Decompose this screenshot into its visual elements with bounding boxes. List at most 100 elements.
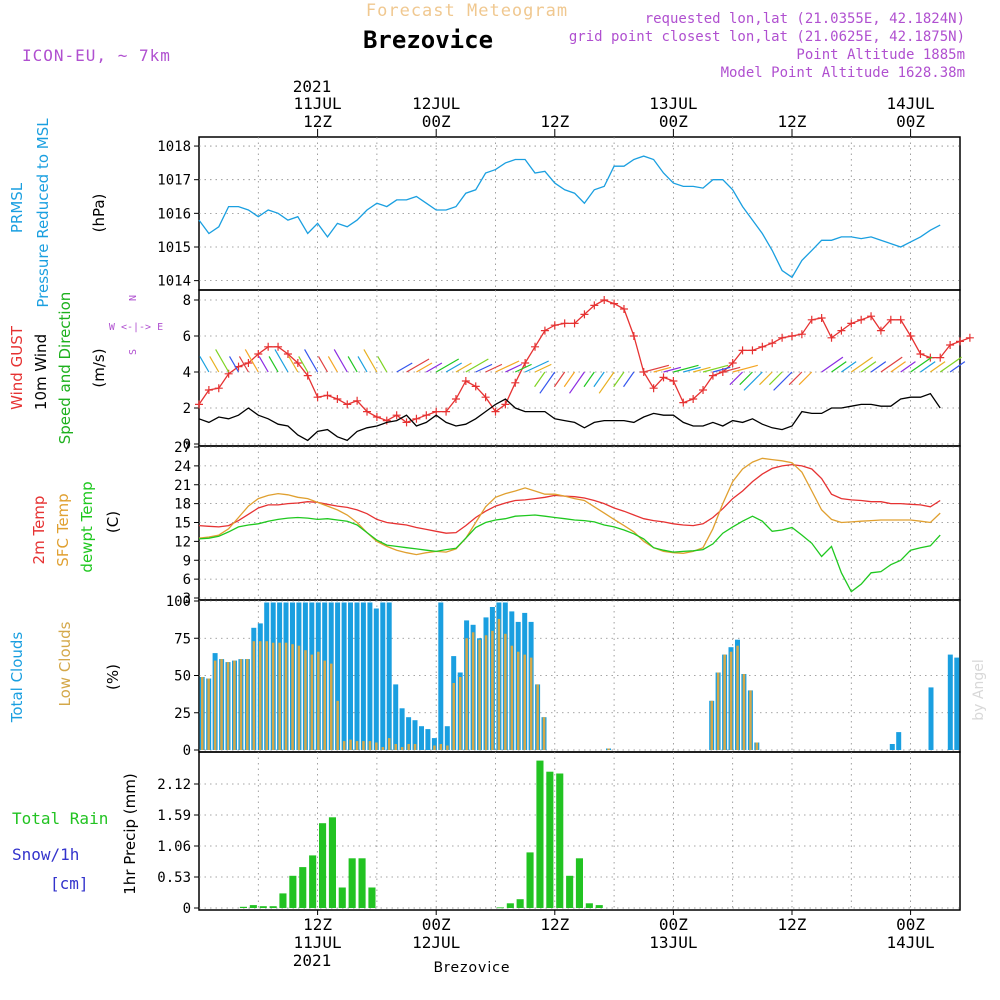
- y-tick-label: 0: [183, 743, 191, 759]
- sfc-label: SFC Temp: [54, 493, 72, 566]
- wind-arrow: [304, 349, 319, 373]
- y-tick-label: 0.53: [157, 870, 191, 886]
- wind-arrow: [377, 356, 388, 373]
- bar-low-clouds: [459, 677, 462, 750]
- prmsl-long-label: Pressure Reduced to MSL: [34, 118, 52, 308]
- bar-total-rain: [368, 887, 376, 908]
- bar-total-clouds: [419, 726, 424, 750]
- gust-marker: [787, 332, 796, 340]
- gust-marker: [965, 333, 974, 342]
- wind-arrow: [524, 360, 549, 373]
- gust-marker: [531, 342, 540, 351]
- gust-marker: [817, 314, 826, 322]
- gust-marker: [916, 350, 925, 358]
- y-tick-label: 4: [183, 365, 191, 381]
- gust-marker: [353, 396, 362, 405]
- gust-marker: [946, 341, 955, 349]
- bar-low-clouds: [226, 662, 230, 750]
- bar-total-rain: [556, 773, 564, 908]
- bar-low-clouds: [471, 632, 475, 750]
- gust-marker: [422, 411, 431, 420]
- bar-total-clouds: [348, 602, 353, 750]
- gust-marker: [204, 386, 213, 394]
- gust-marker: [214, 384, 223, 393]
- wind-arrow: [465, 358, 489, 373]
- bar-low-clouds: [246, 659, 249, 750]
- top-axis-day: 12JUL: [412, 94, 460, 113]
- gust-marker: [303, 371, 312, 380]
- bar-total-clouds: [367, 602, 373, 750]
- bar-total-clouds: [928, 687, 934, 750]
- model-label: ICON-EU, ~ 7km: [22, 46, 171, 65]
- wind-arrow: [563, 371, 576, 388]
- bar-total-clouds: [354, 602, 360, 750]
- bar-low-clouds: [607, 748, 610, 750]
- gust-marker: [313, 393, 322, 402]
- compass-rose: W <-|-> E N S: [109, 295, 163, 355]
- gust-marker: [610, 299, 619, 308]
- bar-total-rain: [319, 823, 327, 908]
- bar-low-clouds: [400, 747, 404, 750]
- gust-marker: [837, 326, 846, 335]
- bar-low-clouds: [446, 745, 449, 750]
- gust-marker: [847, 319, 856, 328]
- wind-arrow: [406, 358, 430, 373]
- bar-low-clouds: [523, 654, 526, 750]
- wind-arrow: [930, 361, 946, 373]
- y-tick-label: 15: [174, 516, 191, 532]
- wind-arrow: [426, 362, 443, 373]
- gust-marker: [451, 395, 460, 403]
- bar-total-clouds: [425, 729, 431, 750]
- gust-marker: [699, 386, 708, 394]
- wind-arrow: [613, 371, 625, 388]
- bar-total-rain: [348, 858, 356, 908]
- location-title: Brezovice: [363, 26, 493, 54]
- wind-arrow: [258, 356, 269, 373]
- bar-total-clouds: [954, 657, 960, 750]
- y-tick-label: 1015: [157, 240, 191, 256]
- gust-marker: [471, 382, 480, 391]
- gust-marker: [906, 332, 915, 340]
- y-tick-label: 6: [183, 329, 191, 345]
- bar-total-rain: [338, 887, 346, 908]
- bar-total-rain: [595, 905, 603, 908]
- gust-marker: [491, 407, 500, 416]
- bar-low-clouds: [510, 645, 514, 750]
- gust-marker: [956, 337, 964, 346]
- y-tick-label: 18: [174, 497, 191, 513]
- bar-low-clouds: [542, 717, 546, 750]
- wind10-label: 10m Wind: [32, 334, 50, 410]
- bar-low-clouds: [233, 660, 236, 750]
- wind-arrow: [495, 360, 520, 373]
- bottom-axis-hour: 00Z: [896, 915, 925, 934]
- bar-low-clouds: [497, 618, 501, 750]
- top-axis-year: 2021: [293, 77, 332, 96]
- gust-marker: [600, 296, 609, 304]
- y-tick-label: 1.06: [157, 839, 191, 855]
- wind-arrow: [910, 356, 933, 373]
- gust-marker: [708, 371, 717, 380]
- wind-arrow: [623, 371, 635, 388]
- top-axis-day: 11JUL: [294, 94, 342, 113]
- series-line-prmsl: [198, 155, 941, 279]
- y-tick-label: 75: [174, 631, 191, 647]
- bar-low-clouds: [349, 739, 352, 750]
- bar-low-clouds: [478, 639, 481, 750]
- gust-marker: [283, 350, 292, 358]
- gust-marker: [728, 359, 737, 367]
- y-tick-label: 12: [174, 534, 191, 550]
- bar-total-rain: [309, 855, 317, 908]
- bar-low-clouds: [310, 654, 314, 750]
- gust-marker: [659, 373, 668, 382]
- bar-total-clouds: [412, 720, 418, 750]
- wind-arrow: [416, 362, 433, 373]
- bar-low-clouds: [304, 650, 307, 750]
- series-line-10m-wind: [198, 392, 941, 442]
- gust-marker: [481, 393, 490, 402]
- wind-arrow: [788, 371, 803, 386]
- bar-low-clouds: [755, 742, 759, 750]
- wind-arrow: [515, 363, 532, 373]
- bottom-axis-hour: 12Z: [778, 915, 807, 934]
